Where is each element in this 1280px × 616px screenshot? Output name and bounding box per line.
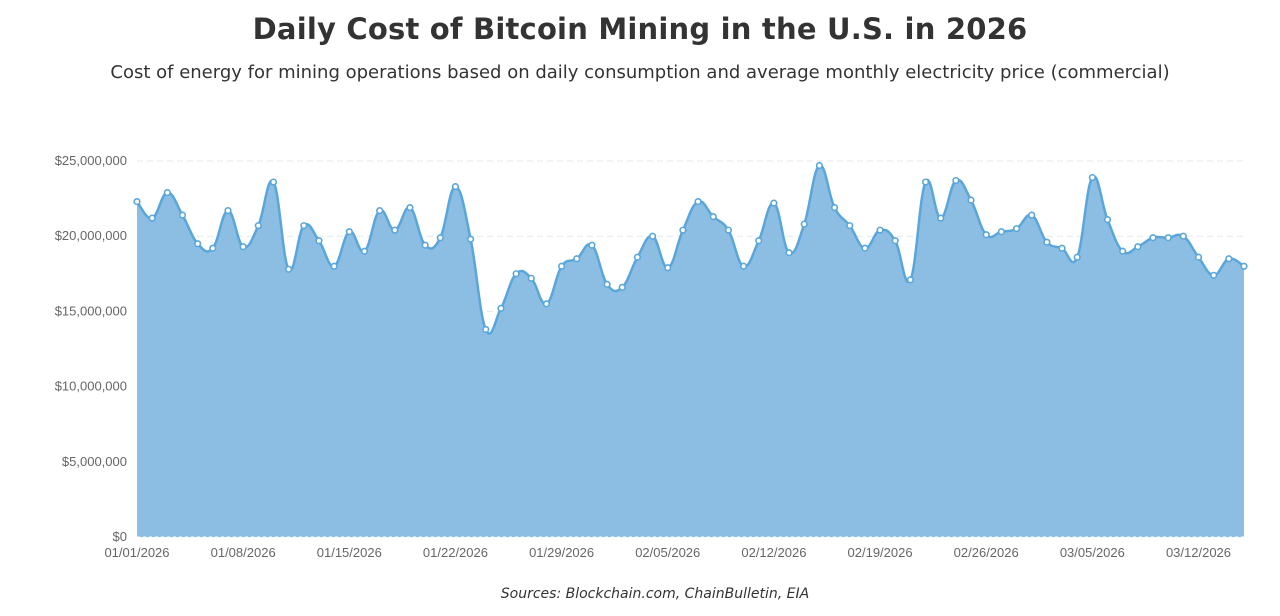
area-fill: [137, 165, 1244, 537]
x-tick-label: 02/05/2026: [635, 545, 700, 560]
data-point[interactable]: [345, 228, 353, 236]
y-tick-label: $10,000,000: [55, 379, 127, 394]
data-point[interactable]: [1043, 238, 1051, 246]
data-point[interactable]: [770, 199, 778, 207]
data-point[interactable]: [467, 235, 475, 243]
data-point[interactable]: [178, 211, 187, 219]
data-point[interactable]: [588, 241, 596, 249]
data-point[interactable]: [133, 198, 141, 206]
data-point[interactable]: [254, 222, 262, 230]
data-point[interactable]: [451, 182, 460, 191]
data-point[interactable]: [876, 226, 884, 234]
data-point[interactable]: [391, 226, 399, 234]
data-point[interactable]: [542, 300, 551, 308]
data-point[interactable]: [724, 226, 733, 234]
data-point[interactable]: [633, 253, 642, 261]
x-tick-label: 02/19/2026: [848, 545, 913, 560]
chart-subtitle: Cost of energy for mining operations bas…: [110, 62, 1170, 83]
series-daily-cost: [133, 161, 1248, 538]
data-point[interactable]: [906, 276, 914, 284]
data-point[interactable]: [967, 196, 975, 204]
data-point[interactable]: [1012, 225, 1021, 233]
data-point[interactable]: [1119, 247, 1127, 255]
data-point[interactable]: [1088, 173, 1096, 182]
data-point[interactable]: [285, 265, 293, 273]
data-point[interactable]: [527, 274, 535, 282]
x-tick-label: 02/26/2026: [954, 545, 1019, 560]
data-point[interactable]: [482, 325, 490, 334]
data-point[interactable]: [1225, 255, 1233, 263]
data-point[interactable]: [618, 283, 626, 291]
data-point[interactable]: [891, 237, 899, 245]
y-tick-label: $0: [113, 529, 127, 544]
y-tick-label: $5,000,000: [62, 454, 127, 469]
data-point[interactable]: [269, 178, 278, 186]
data-point[interactable]: [1210, 271, 1218, 279]
chart-source: Sources: Blockchain.com, ChainBulletin, …: [500, 586, 810, 602]
data-point[interactable]: [1058, 244, 1066, 252]
y-axis: $0 $5,000,000 $10,000,000 $15,000,000 $20,00…: [55, 153, 127, 544]
data-point[interactable]: [300, 222, 308, 230]
chart-title: Daily Cost of Bitcoin Mining in the U.S.…: [252, 12, 1028, 46]
data-point[interactable]: [1028, 211, 1036, 219]
data-point[interactable]: [861, 244, 869, 252]
data-point[interactable]: [512, 270, 520, 278]
data-point[interactable]: [330, 262, 338, 270]
data-point[interactable]: [1073, 253, 1081, 261]
data-point[interactable]: [406, 204, 414, 212]
data-point[interactable]: [739, 262, 748, 270]
data-point[interactable]: [921, 178, 930, 186]
data-point[interactable]: [679, 226, 687, 234]
data-point[interactable]: [755, 237, 763, 245]
data-point[interactable]: [421, 241, 429, 249]
data-point[interactable]: [997, 228, 1005, 236]
x-tick-label: 03/05/2026: [1060, 545, 1125, 560]
data-point[interactable]: [360, 247, 369, 255]
data-point[interactable]: [815, 161, 823, 170]
x-tick-label: 01/29/2026: [529, 545, 594, 560]
data-point[interactable]: [376, 207, 384, 215]
data-point[interactable]: [603, 280, 611, 288]
data-point[interactable]: [952, 176, 960, 185]
data-point[interactable]: [163, 188, 171, 197]
data-point[interactable]: [937, 214, 945, 222]
data-point[interactable]: [436, 234, 444, 242]
data-point[interactable]: [1164, 234, 1172, 242]
data-point[interactable]: [315, 237, 323, 245]
data-point[interactable]: [209, 244, 217, 252]
data-point[interactable]: [982, 231, 990, 239]
data-point[interactable]: [558, 262, 566, 270]
data-point[interactable]: [664, 264, 672, 272]
data-point[interactable]: [648, 232, 657, 240]
data-point[interactable]: [573, 255, 581, 263]
x-tick-label: 02/12/2026: [741, 545, 806, 560]
y-tick-label: $15,000,000: [55, 303, 127, 318]
x-tick-label: 01/01/2026: [104, 545, 169, 560]
data-point[interactable]: [194, 240, 202, 248]
data-point[interactable]: [1103, 216, 1112, 224]
data-point[interactable]: [830, 204, 839, 212]
x-tick-label: 01/22/2026: [423, 545, 488, 560]
data-point[interactable]: [800, 220, 808, 228]
data-point[interactable]: [1194, 253, 1203, 261]
data-point[interactable]: [239, 243, 247, 251]
x-axis: 01/01/2026 01/08/2026 01/15/2026 01/22/2026…: [104, 545, 1231, 560]
x-tick-label: 01/08/2026: [211, 545, 276, 560]
data-point[interactable]: [1149, 234, 1157, 242]
data-point[interactable]: [497, 304, 505, 312]
data-point[interactable]: [694, 198, 702, 206]
x-tick-label: 03/12/2026: [1166, 545, 1231, 560]
data-point[interactable]: [224, 207, 232, 215]
data-point[interactable]: [1179, 232, 1187, 240]
data-point[interactable]: [785, 249, 793, 257]
x-tick-label: 01/15/2026: [317, 545, 382, 560]
y-tick-label: $25,000,000: [55, 153, 127, 168]
y-tick-label: $20,000,000: [55, 228, 127, 243]
data-point[interactable]: [148, 214, 156, 222]
data-point[interactable]: [709, 213, 717, 221]
data-point[interactable]: [1240, 262, 1248, 270]
data-point[interactable]: [846, 222, 854, 230]
data-point[interactable]: [1134, 243, 1142, 251]
